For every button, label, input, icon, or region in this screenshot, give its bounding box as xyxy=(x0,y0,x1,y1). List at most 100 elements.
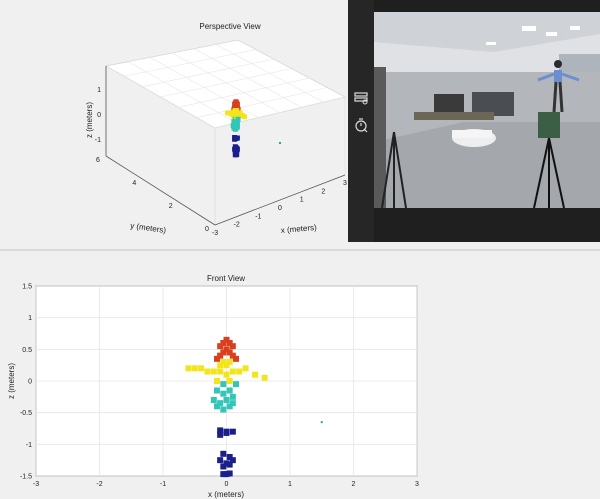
front-data-point xyxy=(236,368,243,375)
front-data-point xyxy=(220,359,227,365)
front-data-point xyxy=(226,340,233,346)
front-data-point xyxy=(223,362,230,369)
perspective-y-axis xyxy=(105,155,216,226)
perspective-x-axis xyxy=(214,174,346,226)
front-data-point xyxy=(226,387,233,394)
front-data-point xyxy=(185,365,192,372)
perspective-data-point xyxy=(234,148,240,154)
front-y-tick-label: 0.5 xyxy=(22,347,32,354)
perspective-xlabel: x (meters) xyxy=(280,223,317,235)
front-data-point xyxy=(210,397,217,403)
camera-scene-image xyxy=(374,12,600,208)
front-x-tick-label: -3 xyxy=(33,481,39,488)
front-ylabel: z (meters) xyxy=(7,363,16,399)
front-y-tick-label: 0 xyxy=(28,379,32,386)
front-data-point xyxy=(213,378,220,384)
front-data-point xyxy=(229,352,236,359)
perspective-y-tick-label: 0 xyxy=(205,226,209,233)
front-x-tick-label: 0 xyxy=(225,481,229,488)
front-data-point xyxy=(198,365,205,372)
front-data-point xyxy=(213,387,220,394)
timer-icon[interactable] xyxy=(353,117,369,133)
front-data-point xyxy=(217,431,224,438)
front-data-point xyxy=(229,343,236,350)
front-panel: Front View -3 -2 -1 0 1 2 3 1.5 1 0.5 0 -0.5 -1 -1.5… xyxy=(0,251,600,499)
front-data-point xyxy=(213,355,220,362)
perspective-y-tick-label: 6 xyxy=(96,157,100,164)
front-data-point xyxy=(233,381,240,388)
front-data-point xyxy=(217,352,224,359)
perspective-data-point xyxy=(241,114,247,120)
perspective-data-point xyxy=(279,142,281,144)
front-xlabel: x (meters) xyxy=(208,490,244,499)
front-data-point xyxy=(220,340,227,346)
perspective-data-point xyxy=(234,135,240,141)
front-x-tick-label: -2 xyxy=(96,481,102,488)
front-points xyxy=(185,336,323,478)
front-data-point xyxy=(217,457,224,464)
front-data-point xyxy=(261,374,268,381)
front-data-point xyxy=(226,349,233,356)
perspective-grid-line xyxy=(196,87,328,118)
front-data-point xyxy=(223,471,230,478)
front-data-point xyxy=(229,400,236,407)
front-data-point xyxy=(217,368,224,375)
front-title: Front View xyxy=(207,274,245,283)
front-data-point xyxy=(226,461,233,468)
front-data-point xyxy=(229,457,236,464)
perspective-z-tick-label: 0 xyxy=(97,112,101,119)
front-data-point xyxy=(217,343,224,350)
perspective-x-tick-label: -2 xyxy=(234,222,240,229)
front-data-point xyxy=(220,406,227,413)
front-data-point xyxy=(220,390,227,397)
perspective-view-chart: Perspective View -3 -2 -1 0 1 2 3 0 2 4 6 1 0 -1 x (m… xyxy=(85,22,347,237)
perspective-y-tick-label: 2 xyxy=(169,203,173,210)
front-y-tick-label: -1 xyxy=(26,442,32,449)
front-view-chart: Front View -3 -2 -1 0 1 2 3 1.5 1 0.5 0 -0.5 -1 -1.5… xyxy=(7,274,419,499)
front-data-point xyxy=(220,349,227,356)
perspective-x-tick-label: 0 xyxy=(278,205,282,212)
front-data-point xyxy=(220,381,227,388)
front-data-point xyxy=(226,359,233,365)
perspective-title: Perspective View xyxy=(199,22,260,31)
video-toolbar xyxy=(348,0,374,242)
perspective-x-tick-label: -3 xyxy=(212,230,218,237)
front-y-tick-label: -0.5 xyxy=(20,410,32,417)
front-data-point xyxy=(220,471,227,478)
front-data-point xyxy=(220,463,227,470)
front-y-ticks: 1.5 1 0.5 0 -0.5 -1 -1.5 xyxy=(20,284,32,481)
front-x-tick-label: 2 xyxy=(352,481,356,488)
front-data-point xyxy=(226,454,233,460)
front-data-point xyxy=(226,403,233,410)
perspective-x-tick-label: 2 xyxy=(321,188,325,195)
front-data-point xyxy=(226,470,233,477)
front-data-point xyxy=(233,355,240,362)
front-data-point xyxy=(217,400,224,407)
front-data-point xyxy=(229,393,236,400)
perspective-z-tick-label: -1 xyxy=(95,137,101,144)
front-data-point xyxy=(229,368,236,375)
perspective-zlabel: z (meters) xyxy=(85,102,94,138)
camera-video-window[interactable] xyxy=(348,0,600,242)
front-y-tick-label: 1.5 xyxy=(22,284,32,291)
front-data-point xyxy=(223,336,230,343)
front-data-point xyxy=(223,397,230,403)
front-data-point xyxy=(226,378,233,384)
front-y-tick-label: 1 xyxy=(28,315,32,322)
perspective-ylabel: y (meters) xyxy=(130,221,167,235)
perspective-x-tick-label: 1 xyxy=(300,197,304,204)
perspective-data-point xyxy=(234,125,240,131)
perspective-ticks: -3 -2 -1 0 1 2 3 0 2 4 6 1 0 -1 xyxy=(95,87,347,237)
perspective-points xyxy=(225,99,281,158)
front-x-tick-label: 1 xyxy=(288,481,292,488)
front-data-point xyxy=(223,429,230,436)
front-data-point xyxy=(252,371,259,378)
monitor-settings-icon[interactable] xyxy=(353,90,369,106)
front-data-point xyxy=(220,450,227,457)
perspective-x-tick-label: 3 xyxy=(343,180,347,187)
perspective-y-tick-label: 4 xyxy=(132,180,136,187)
front-y-tick-label: -1.5 xyxy=(20,474,32,481)
front-data-point xyxy=(223,346,230,353)
camera-frame xyxy=(374,12,600,208)
perspective-x-tick-label: -1 xyxy=(255,213,261,220)
